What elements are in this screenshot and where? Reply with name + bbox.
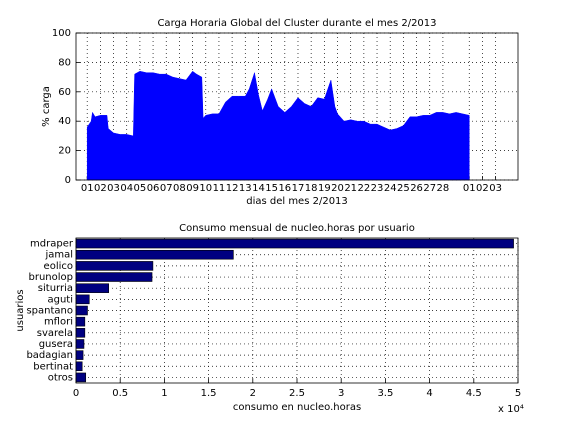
x-tick-label: 17: [292, 183, 305, 194]
x-tick-label: 5: [515, 388, 521, 399]
x-axis-label: dias del mes 2/2013: [246, 196, 348, 207]
y-tick-label: jamal: [44, 250, 73, 261]
axes-box: [75, 237, 519, 384]
x-tick-label: 3: [338, 388, 344, 399]
x-tick-label: 27: [423, 183, 436, 194]
x-tick-label: 28: [437, 183, 450, 194]
y-tick-label: spantano: [26, 306, 73, 317]
bar: [75, 249, 234, 260]
y-tick-label: aguti: [47, 294, 73, 305]
y-axis-label: usuarios: [15, 289, 26, 331]
x-tick-label: 16: [278, 183, 291, 194]
y-tick-label: svarela: [37, 328, 73, 339]
x-tick-label: 0.5: [112, 388, 128, 399]
x-tick-label: 19: [318, 183, 331, 194]
bar: [75, 305, 88, 316]
bar: [75, 294, 90, 305]
x-tick-label: 03: [489, 183, 502, 194]
x-tick-label: 02: [94, 183, 107, 194]
y-tick-label: siturria: [38, 283, 73, 294]
x-tick-label: 24: [384, 183, 397, 194]
x-tick-label: 01: [81, 183, 94, 194]
y-tick-label: otros: [48, 372, 73, 383]
y-tick-label: 100: [52, 28, 71, 39]
bar: [75, 361, 83, 372]
x-tick-label: 13: [239, 183, 252, 194]
y-tick-label: bertinat: [33, 361, 73, 372]
y-tick-label: 0: [65, 175, 71, 186]
area: [86, 70, 470, 181]
x-tick-label: 21: [344, 183, 357, 194]
x-tick-label: 07: [160, 183, 173, 194]
y-tick-label: 40: [58, 116, 71, 127]
x-tick-label: 1.5: [201, 388, 217, 399]
y-tick-label: 20: [58, 146, 71, 157]
x-tick-label: 15: [265, 183, 278, 194]
bar: [75, 272, 153, 282]
bar: [75, 261, 154, 271]
x-tick-label: 2: [250, 388, 256, 399]
x-tick-label: 06: [147, 183, 160, 194]
x-tick-label: 18: [305, 183, 318, 194]
bar: [75, 372, 87, 383]
x-tick-label: 3.5: [377, 388, 393, 399]
x-tick-label: 20: [331, 183, 344, 194]
chart-title: Consumo mensual de nucleo.horas por usua…: [179, 223, 415, 234]
y-tick-label: mdraper: [30, 239, 74, 250]
x-tick-label: 11: [213, 183, 226, 194]
bar: [75, 283, 110, 293]
y-tick-label: gusera: [39, 339, 73, 350]
x-tick-label: 12: [226, 183, 239, 194]
x-tick-label: 1: [161, 388, 167, 399]
bar: [75, 316, 86, 327]
x-tick-label: 04: [120, 183, 133, 194]
x-tick-label: 2.5: [289, 388, 305, 399]
x-axis-label: consumo en nucleo.horas: [233, 402, 361, 413]
x-tick-label: 02: [476, 183, 489, 194]
chart-title: Carga Horaria Global del Cluster durante…: [157, 18, 436, 29]
x-tick-label: 01: [463, 183, 476, 194]
y-axis-label: % carga: [41, 86, 52, 127]
x-tick-label: 4: [426, 388, 432, 399]
x-tick-label: 4.5: [466, 388, 482, 399]
y-tick-label: brunolop: [29, 272, 74, 283]
axes-box: [75, 32, 519, 181]
x-tick-label: 09: [186, 183, 199, 194]
bar: [75, 339, 85, 349]
x-tick-label: 10: [199, 183, 212, 194]
y-tick-label: eolico: [44, 261, 73, 272]
y-tick-label: mflori: [44, 317, 73, 328]
bar: [75, 328, 86, 338]
x-tick-label: 05: [134, 183, 147, 194]
y-tick-label: 60: [58, 87, 71, 98]
x-tick-label: 03: [107, 183, 120, 194]
x-tick-label: 0: [73, 388, 79, 399]
bar: [75, 238, 514, 249]
x-tick-label: 23: [371, 183, 384, 194]
y-tick-label: 80: [58, 57, 71, 68]
x-tick-label: 08: [173, 183, 186, 194]
exponent-label: x 10⁴: [498, 404, 524, 415]
x-tick-label: 14: [252, 183, 265, 194]
y-tick-label: badagian: [26, 350, 73, 361]
x-tick-label: 22: [357, 183, 370, 194]
bar: [75, 350, 84, 360]
x-tick-label: 25: [397, 183, 410, 194]
x-tick-label: 26: [410, 183, 423, 194]
